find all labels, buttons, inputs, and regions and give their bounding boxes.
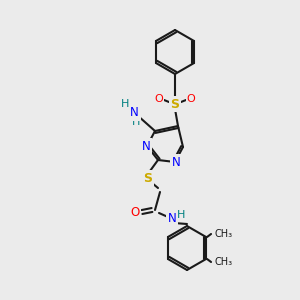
Text: H: H: [121, 99, 129, 109]
Text: CH₃: CH₃: [214, 229, 232, 239]
Text: H: H: [132, 117, 140, 127]
Text: N: N: [168, 212, 176, 226]
Text: CH₃: CH₃: [214, 257, 232, 267]
Text: N: N: [130, 106, 138, 119]
Text: H: H: [177, 210, 185, 220]
Text: N: N: [172, 155, 180, 169]
Text: O: O: [187, 94, 195, 104]
Text: N: N: [142, 140, 150, 152]
Text: O: O: [130, 206, 140, 218]
Text: S: S: [143, 172, 152, 184]
Text: O: O: [154, 94, 164, 104]
Text: S: S: [170, 98, 179, 110]
